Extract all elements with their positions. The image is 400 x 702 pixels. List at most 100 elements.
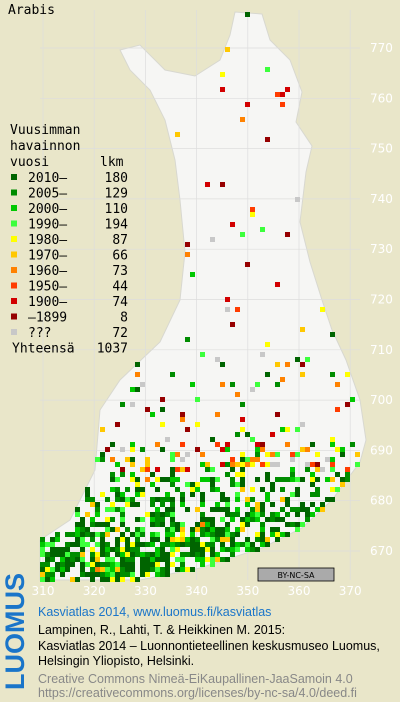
occurrence-square — [120, 517, 125, 522]
atlas-link[interactable]: Kasviatlas 2014, www.luomus.fi/kasviatla… — [38, 605, 271, 619]
occurrence-square — [275, 92, 280, 97]
occurrence-square — [275, 537, 280, 542]
occurrence-square — [235, 462, 240, 467]
occurrence-square — [240, 542, 245, 547]
occurrence-square — [245, 502, 250, 507]
occurrence-square — [280, 92, 285, 97]
occurrence-square — [45, 552, 50, 557]
occurrence-square — [185, 452, 190, 457]
occurrence-square — [210, 537, 215, 542]
occurrence-square — [345, 477, 350, 482]
occurrence-square — [120, 532, 125, 537]
occurrence-square — [200, 492, 205, 497]
occurrence-square — [285, 532, 290, 537]
legend-count: 66 — [112, 249, 128, 264]
legend-header: Vuusimman — [10, 123, 80, 138]
occurrence-square — [150, 412, 155, 417]
occurrence-square — [95, 512, 100, 517]
occurrence-square — [350, 397, 355, 402]
occurrence-square — [170, 497, 175, 502]
occurrence-square — [175, 477, 180, 482]
occurrence-square — [65, 542, 70, 547]
occurrence-square — [40, 547, 45, 552]
occurrence-square — [185, 507, 190, 512]
occurrence-square — [335, 487, 340, 492]
occurrence-square — [220, 72, 225, 77]
occurrence-square — [260, 502, 265, 507]
occurrence-square — [195, 557, 200, 562]
occurrence-square — [115, 577, 120, 582]
occurrence-square — [170, 552, 175, 557]
occurrence-square — [250, 507, 255, 512]
occurrence-square — [120, 512, 125, 517]
license-url[interactable]: https://creativecommons.org/licenses/by-… — [38, 686, 357, 700]
occurrence-square — [210, 542, 215, 547]
occurrence-square — [165, 437, 170, 442]
legend-label: 1970– — [28, 249, 67, 264]
occurrence-square — [135, 527, 140, 532]
occurrence-square — [305, 517, 310, 522]
occurrence-square — [65, 552, 70, 557]
occurrence-square — [205, 527, 210, 532]
occurrence-square — [160, 572, 165, 577]
occurrence-square — [105, 497, 110, 502]
legend-label: 1900– — [28, 295, 67, 310]
occurrence-square — [160, 567, 165, 572]
occurrence-square — [345, 472, 350, 477]
y-grid-label: 740 — [370, 192, 393, 206]
occurrence-square — [255, 442, 260, 447]
occurrence-square — [100, 567, 105, 572]
occurrence-square — [195, 482, 200, 487]
occurrence-square — [330, 487, 335, 492]
occurrence-square — [45, 572, 50, 577]
occurrence-square — [150, 562, 155, 567]
occurrence-square — [205, 517, 210, 522]
occurrence-square — [245, 102, 250, 107]
occurrence-square — [225, 307, 230, 312]
occurrence-square — [235, 472, 240, 477]
legend-col: vuosi — [10, 155, 49, 170]
occurrence-square — [230, 222, 235, 227]
occurrence-square — [260, 227, 265, 232]
occurrence-square — [325, 477, 330, 482]
occurrence-square — [110, 547, 115, 552]
occurrence-square — [100, 427, 105, 432]
occurrence-square — [170, 452, 175, 457]
occurrence-square — [130, 572, 135, 577]
occurrence-square — [85, 532, 90, 537]
occurrence-square — [85, 572, 90, 577]
occurrence-square — [85, 492, 90, 497]
occurrence-square — [85, 512, 90, 517]
occurrence-square — [230, 512, 235, 517]
occurrence-square — [125, 502, 130, 507]
occurrence-square — [240, 462, 245, 467]
occurrence-square — [240, 457, 245, 462]
occurrence-square — [260, 507, 265, 512]
occurrence-square — [120, 562, 125, 567]
occurrence-square — [240, 472, 245, 477]
occurrence-square — [240, 417, 245, 422]
occurrence-square — [95, 567, 100, 572]
occurrence-square — [225, 497, 230, 502]
occurrence-square — [40, 552, 45, 557]
occurrence-square — [105, 557, 110, 562]
occurrence-square — [130, 462, 135, 467]
occurrence-square — [235, 527, 240, 532]
occurrence-square — [130, 387, 135, 392]
legend-swatch — [11, 329, 17, 335]
occurrence-square — [185, 242, 190, 247]
occurrence-square — [120, 547, 125, 552]
occurrence-square — [120, 537, 125, 542]
occurrence-square — [40, 567, 45, 572]
occurrence-square — [190, 542, 195, 547]
occurrence-square — [205, 542, 210, 547]
occurrence-square — [210, 467, 215, 472]
occurrence-square — [90, 497, 95, 502]
occurrence-square — [210, 532, 215, 537]
occurrence-square — [60, 567, 65, 572]
occurrence-square — [290, 467, 295, 472]
occurrence-square — [195, 552, 200, 557]
occurrence-square — [255, 537, 260, 542]
occurrence-square — [225, 447, 230, 452]
occurrence-square — [210, 437, 215, 442]
